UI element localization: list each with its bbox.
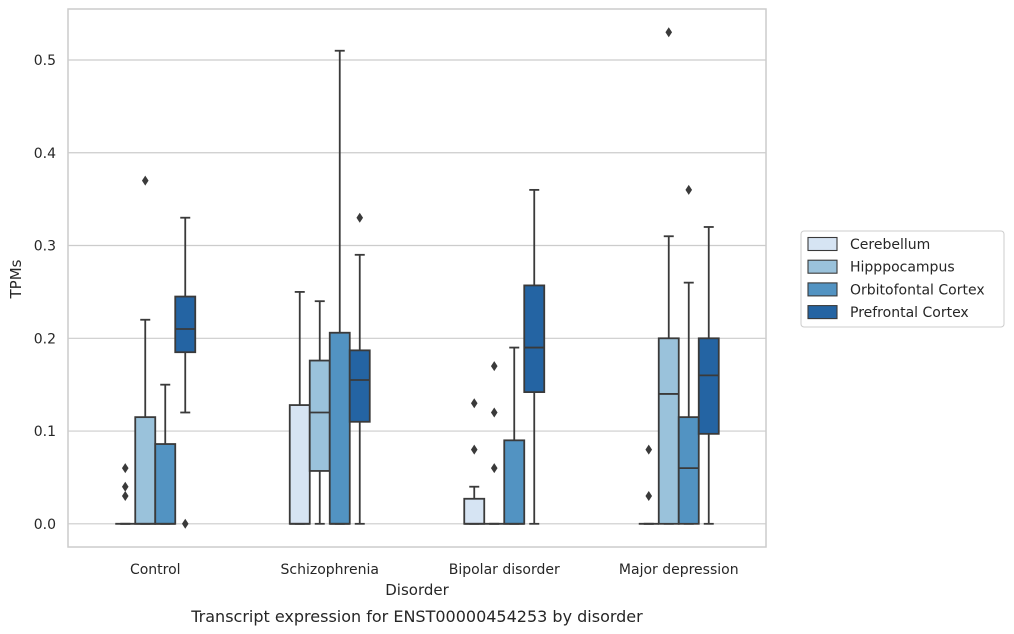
chart-caption: Transcript expression for ENST0000045425… xyxy=(190,607,643,626)
y-tick-labels: 0.0 0.1 0.2 0.3 0.4 0.5 xyxy=(34,53,56,533)
legend-swatch xyxy=(807,259,838,274)
outlier-point xyxy=(181,518,189,529)
x-tick-label: Bipolar disorder xyxy=(449,562,560,578)
box-prefrontal-cortex xyxy=(697,226,720,525)
outlier-point xyxy=(645,490,653,501)
outlier-point xyxy=(470,444,478,455)
box-body xyxy=(154,443,177,525)
y-axis-label: TPMs xyxy=(7,259,25,299)
box-cerebellum xyxy=(463,398,486,525)
box-hipppocampus xyxy=(308,300,331,525)
x-tick-labels: Control Schizophrenia Bipolar disorder Majo… xyxy=(130,562,739,578)
outlier-point xyxy=(685,184,693,195)
outlier-point xyxy=(490,361,498,372)
box-body xyxy=(697,337,720,435)
box-hipppocampus xyxy=(134,175,157,525)
box-orbitofontal-cortex xyxy=(328,49,351,525)
y-tick-label: 0.5 xyxy=(34,53,56,69)
x-tick-label: Major depression xyxy=(619,562,739,578)
legend-swatch xyxy=(807,236,838,252)
y-tick-label: 0.1 xyxy=(34,424,56,440)
y-tick-label: 0.0 xyxy=(34,517,56,533)
outlier-point xyxy=(665,27,673,38)
outlier-point xyxy=(470,398,478,409)
outlier-point xyxy=(356,212,364,223)
legend-label: Orbitofontal Cortex xyxy=(850,282,985,298)
box-prefrontal-cortex xyxy=(523,188,546,525)
box-cerebellum xyxy=(115,463,136,525)
outlier-point xyxy=(141,175,149,186)
outlier-point xyxy=(490,407,498,418)
legend-label: Prefrontal Cortex xyxy=(850,305,969,321)
outlier-point xyxy=(645,444,653,455)
box-body xyxy=(134,416,157,525)
legend-frame xyxy=(800,230,1005,328)
box-cerebellum xyxy=(288,291,311,525)
box-orbitofontal-cortex xyxy=(503,346,526,525)
outlier-point xyxy=(121,481,129,492)
x-tick-label: Schizophrenia xyxy=(281,562,379,578)
y-tick-label: 0.4 xyxy=(34,146,56,162)
box-body xyxy=(308,359,331,472)
legend: Cerebellum Hipppocampus Orbitofontal Corte… xyxy=(800,230,1005,328)
x-axis-label: Disorder xyxy=(385,581,449,599)
box-prefrontal-cortex xyxy=(348,212,371,525)
box-prefrontal-cortex xyxy=(174,216,197,529)
box-body xyxy=(328,331,351,525)
outlier-point xyxy=(490,463,498,474)
box-body xyxy=(523,284,546,393)
box-body xyxy=(657,337,680,525)
box-body xyxy=(677,416,700,525)
box-orbitofontal-cortex xyxy=(154,383,177,525)
x-tick-label: Control xyxy=(130,562,181,578)
box-body xyxy=(288,404,311,525)
y-tick-label: 0.2 xyxy=(34,331,56,347)
box-body xyxy=(463,497,486,525)
plot-area-frame xyxy=(67,8,767,548)
box-body xyxy=(174,295,197,354)
outlier-point xyxy=(121,490,129,501)
box-hipppocampus xyxy=(657,27,680,525)
legend-swatch xyxy=(807,305,838,320)
legend-label: Cerebellum xyxy=(850,237,930,253)
y-tick-label: 0.3 xyxy=(34,239,56,255)
legend-swatch xyxy=(807,282,838,297)
outlier-point xyxy=(121,463,129,474)
box-body xyxy=(348,349,371,423)
box-orbitofontal-cortex xyxy=(677,184,700,525)
box-hipppocampus xyxy=(484,361,505,525)
box-plot-series xyxy=(115,27,720,529)
box-body xyxy=(503,439,526,525)
box-cerebellum xyxy=(638,444,659,525)
legend-label: Hipppocampus xyxy=(850,260,955,276)
